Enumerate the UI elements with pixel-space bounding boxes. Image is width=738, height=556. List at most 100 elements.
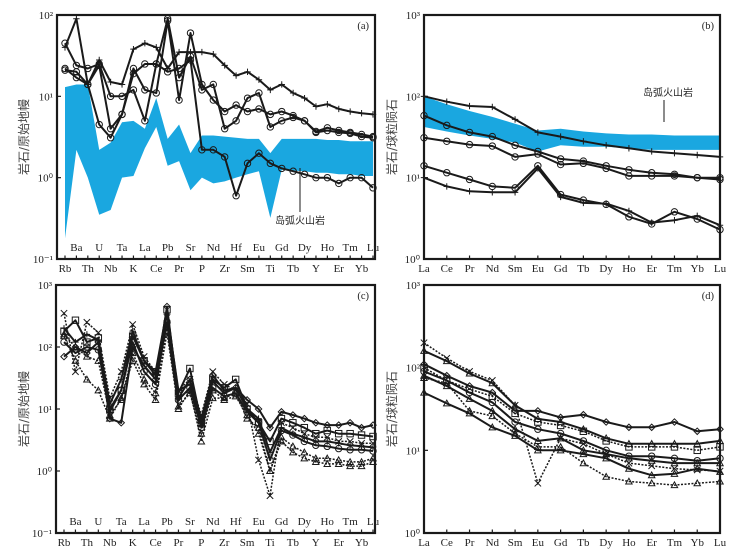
marker-triangle [174, 402, 183, 410]
marker-circle [118, 110, 126, 119]
y-tick-label: 10⁰ [38, 173, 54, 185]
series-sample-2 [420, 111, 724, 184]
series-sample-3 [61, 17, 377, 141]
marker-diamond [117, 418, 126, 427]
marker-triangle [311, 457, 320, 466]
y-axis-label: 岩石/球粒陨石 [384, 99, 399, 175]
marker-x [346, 437, 354, 445]
marker-triangle [265, 466, 275, 475]
x-tick-label: Ce [150, 263, 162, 275]
y-tick-label: 10³ [406, 280, 421, 292]
marker-circle [129, 86, 138, 94]
marker-triangle [82, 375, 91, 383]
marker-circle [323, 173, 332, 182]
marker-circle [289, 167, 297, 175]
marker-triangle [465, 369, 474, 377]
x-tick-label: Yb [355, 537, 369, 549]
x-tick-label: Eu [532, 537, 545, 549]
marker-square [312, 429, 320, 438]
marker-triangle [185, 388, 194, 397]
marker-square [334, 429, 343, 438]
marker-circle [312, 127, 320, 136]
series-line [423, 367, 721, 452]
marker-square [511, 409, 519, 418]
marker-circle [511, 153, 519, 161]
marker-plus [312, 103, 320, 110]
marker-circle [72, 68, 81, 76]
marker-circle [335, 179, 343, 188]
marker-square [289, 419, 297, 427]
marker-circle [232, 117, 240, 125]
marker-circle [141, 86, 149, 94]
marker-circle [141, 60, 149, 68]
marker-circle [72, 73, 81, 82]
series-line [423, 391, 721, 477]
x-tick-label: Nb [104, 263, 118, 275]
marker-diamond [311, 418, 320, 427]
marker-square [186, 364, 194, 373]
marker-circle [117, 386, 125, 395]
marker-triangle [556, 446, 565, 454]
marker-plus [671, 216, 678, 224]
x-tick-label: Tm [667, 263, 683, 275]
marker-triangle [151, 395, 160, 404]
x-tick-label: La [138, 516, 150, 528]
x-tick-label: Rb [59, 263, 72, 275]
x-tick-label: Nd [206, 516, 220, 528]
marker-triangle [254, 429, 263, 437]
marker-plus [198, 48, 206, 56]
marker-circle [465, 175, 474, 184]
marker-triangle [288, 448, 297, 456]
marker-triangle [231, 392, 240, 400]
marker-circle [357, 130, 366, 139]
marker-circle [83, 343, 91, 351]
x-tick-label: Sm [240, 263, 255, 275]
y-axis-label: 岩石/球粒陨石 [384, 371, 399, 447]
x-tick-label: Ce [441, 537, 453, 549]
marker-circle [255, 105, 263, 113]
marker-square [693, 446, 701, 455]
marker-circle [300, 170, 309, 179]
marker-triangle [277, 437, 286, 445]
series-line [64, 59, 374, 197]
x-tick-label: Ti [265, 537, 274, 549]
x-tick-label: Tb [577, 263, 590, 275]
marker-circle [357, 446, 366, 454]
y-axis-label: 岩石/原始地幔 [16, 99, 31, 175]
plot-frame [422, 13, 722, 261]
island-arc-band [424, 96, 720, 152]
x-tick-label: Gd [275, 242, 289, 254]
marker-plus [267, 86, 274, 94]
marker-circle [118, 92, 126, 101]
marker-x [693, 466, 701, 474]
x-tick-label: K [129, 537, 137, 549]
marker-plus [255, 415, 262, 422]
marker-circle [106, 124, 115, 133]
x-tick-label: Nb [103, 537, 117, 549]
marker-plus [671, 149, 678, 157]
plot-frame [55, 13, 377, 261]
marker-triangle [602, 472, 611, 480]
x-tick-label: Th [82, 263, 95, 275]
marker-circle [534, 425, 542, 433]
marker-triangle [162, 324, 172, 332]
marker-circle [334, 444, 343, 453]
marker-circle [84, 64, 92, 73]
series-line [423, 374, 720, 465]
panel-d: La Ce Pr Nd Sm Eu Gd Tb Dy Ho Er Tm Yb Lu 10⁰ 10¹ 10² 10³… [384, 280, 727, 549]
marker-triangle [59, 330, 69, 338]
marker-triangle [140, 375, 149, 383]
marker-triangle [670, 480, 679, 489]
series-line [63, 321, 374, 462]
marker-square [579, 427, 588, 435]
band-annotation: 岛弧火山岩 [643, 86, 693, 99]
marker-circle [277, 426, 286, 435]
x-tick-label: P [199, 263, 205, 275]
series-line [63, 313, 373, 496]
marker-plus [95, 336, 102, 344]
marker-circle [243, 107, 252, 116]
marker-plus [489, 103, 496, 111]
marker-triangle [693, 464, 702, 472]
marker-x [255, 456, 263, 464]
